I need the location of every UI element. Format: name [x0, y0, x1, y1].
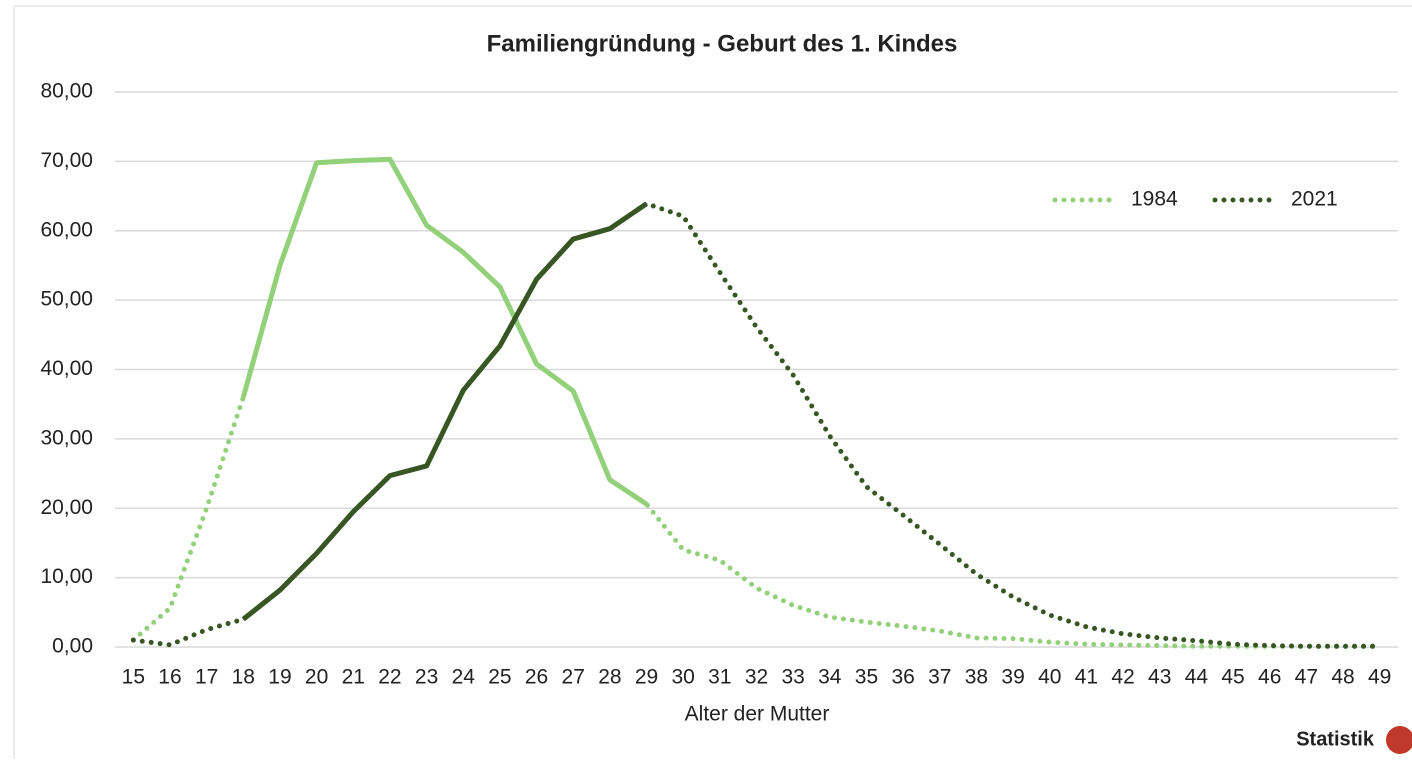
legend-label: 1984 — [1131, 188, 1178, 211]
x-tick-label: 24 — [452, 666, 476, 689]
x-tick-label: 40 — [1038, 666, 1061, 689]
y-tick-label: 70,00 — [40, 149, 93, 172]
x-tick-label: 18 — [232, 666, 255, 689]
x-tick-label: 36 — [891, 666, 914, 689]
x-tick-label: 37 — [928, 666, 951, 689]
x-tick-label: 30 — [672, 666, 695, 689]
y-tick-label: 0,00 — [52, 635, 93, 658]
legend-label: 2021 — [1291, 188, 1338, 211]
x-tick-label: 16 — [158, 666, 181, 689]
y-tick-label: 40,00 — [40, 357, 93, 380]
y-tick-label: 10,00 — [40, 565, 93, 588]
x-tick-label: 26 — [525, 666, 548, 689]
y-tick-label: 60,00 — [40, 218, 93, 241]
x-axis-label: Alter der Mutter — [685, 703, 830, 726]
x-tick-label: 48 — [1331, 666, 1354, 689]
x-tick-label: 42 — [1111, 666, 1134, 689]
x-tick-label: 15 — [122, 666, 145, 689]
x-tick-label: 46 — [1258, 666, 1281, 689]
chart-title: Familiengründung - Geburt des 1. Kindes — [487, 30, 958, 57]
x-tick-label: 27 — [562, 666, 585, 689]
y-tick-label: 50,00 — [40, 288, 93, 311]
x-tick-label: 45 — [1221, 666, 1244, 689]
line-solid — [241, 201, 648, 622]
x-tick-label: 43 — [1148, 666, 1171, 689]
x-tick-label: 19 — [268, 666, 291, 689]
x-tick-label: 20 — [305, 666, 328, 689]
x-tick-label: 49 — [1368, 666, 1391, 689]
x-tick-label: 41 — [1075, 666, 1098, 689]
y-tick-label: 20,00 — [40, 496, 93, 519]
x-tick-label: 29 — [635, 666, 658, 689]
x-tick-label: 33 — [781, 666, 804, 689]
x-tick-label: 23 — [415, 666, 438, 689]
x-tick-label: 38 — [965, 666, 988, 689]
logo — [1386, 726, 1412, 754]
x-tick-label: 21 — [342, 666, 365, 689]
x-tick-label: 31 — [708, 666, 731, 689]
x-tick-label: 17 — [195, 666, 218, 689]
x-tick-label: 28 — [598, 666, 621, 689]
line-solid — [240, 156, 648, 507]
y-tick-label: 80,00 — [40, 80, 93, 103]
x-tick-label: 32 — [745, 666, 768, 689]
y-tick-label: 30,00 — [40, 426, 93, 449]
x-tick-label: 35 — [855, 666, 878, 689]
x-tick-label: 39 — [1001, 666, 1024, 689]
logo-text: Statistik — [1296, 728, 1375, 750]
x-tick-label: 25 — [488, 666, 511, 689]
x-tick-label: 44 — [1185, 666, 1209, 689]
x-tick-label: 34 — [818, 666, 842, 689]
x-tick-label: 22 — [378, 666, 401, 689]
x-tick-label: 47 — [1295, 666, 1318, 689]
